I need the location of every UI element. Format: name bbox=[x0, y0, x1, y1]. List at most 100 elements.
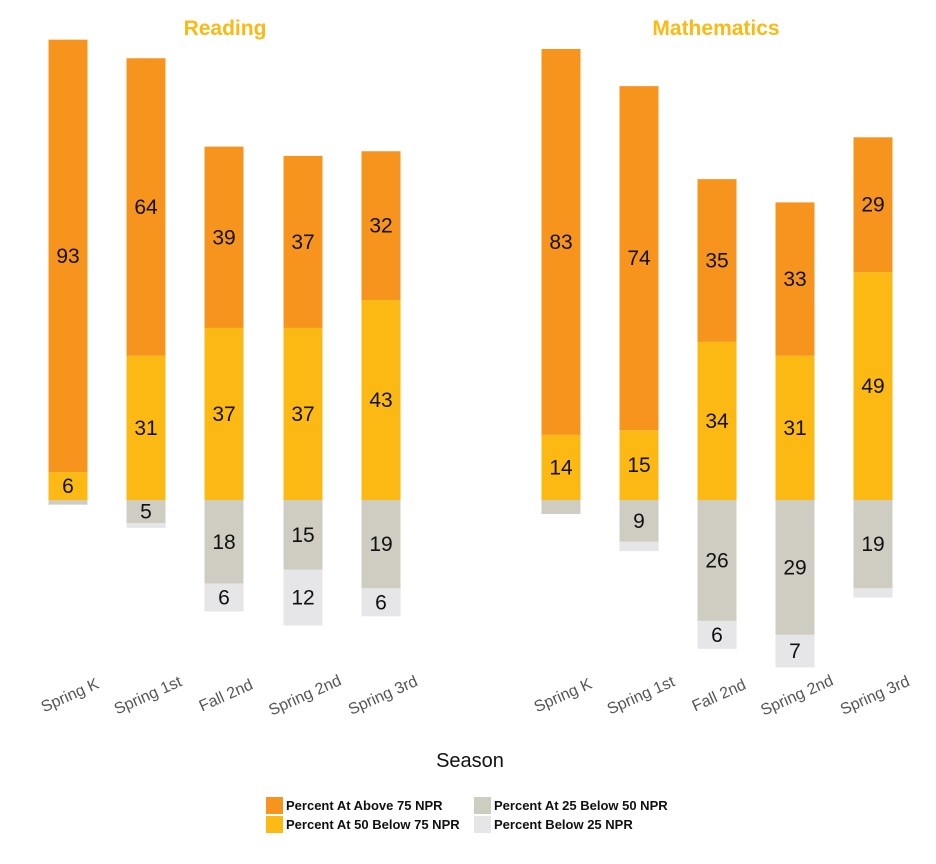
legend-swatch-50-to-75 bbox=[266, 815, 283, 833]
bar-value-label: 32 bbox=[369, 215, 392, 238]
x-tick-label: Fall 2nd bbox=[690, 677, 749, 716]
bar-value-label: 64 bbox=[134, 196, 158, 219]
bar-group: 14 83 bbox=[541, 48, 581, 514]
bar-segment bbox=[126, 58, 166, 356]
bar-value-label: 74 bbox=[627, 247, 651, 270]
legend-item-below-25: Percent Below 25 NPR bbox=[474, 815, 633, 833]
bar-segment bbox=[775, 355, 815, 500]
legend-label-below-25: Percent Below 25 NPR bbox=[494, 816, 633, 832]
legend-item-above-75: Percent At Above 75 NPR bbox=[266, 796, 443, 814]
bar-group: 31 33 29 7 bbox=[775, 202, 815, 668]
legend-label-25-to-50: Percent At 25 Below 50 NPR bbox=[494, 797, 668, 813]
bar-segment bbox=[619, 500, 659, 542]
x-tick-label: Spring 3rd bbox=[838, 673, 912, 719]
bar-value-label: 35 bbox=[705, 250, 728, 273]
bar-segment bbox=[48, 500, 88, 505]
legend-item-50-to-75: Percent At 50 Below 75 NPR bbox=[266, 815, 460, 833]
bar-segment bbox=[541, 48, 581, 435]
legend-label-50-to-75: Percent At 50 Below 75 NPR bbox=[286, 816, 460, 832]
bar-segment bbox=[48, 39, 88, 473]
bar-value-label: 6 bbox=[218, 587, 230, 610]
bar-segment bbox=[126, 500, 166, 524]
legend-swatch-below-25 bbox=[474, 815, 491, 833]
bar-segment bbox=[619, 430, 659, 500]
bar-segment bbox=[853, 588, 893, 598]
x-axis-title: Season bbox=[436, 750, 504, 772]
bar-segment bbox=[126, 523, 166, 528]
bar-value-label: 29 bbox=[861, 194, 884, 217]
panel-title: Reading bbox=[184, 17, 267, 40]
bar-segment bbox=[204, 146, 244, 328]
bar-segment bbox=[697, 341, 737, 500]
bar-segment bbox=[775, 202, 815, 356]
bar-segment bbox=[775, 634, 815, 668]
bar-segment bbox=[775, 500, 815, 635]
x-tick-label: Spring K bbox=[532, 676, 595, 717]
bar-segment bbox=[204, 583, 244, 612]
bar-group: 37 39 18 6 bbox=[204, 146, 244, 612]
bar-value-label: 33 bbox=[783, 268, 806, 291]
bar-value-label: 15 bbox=[291, 524, 314, 547]
bar-value-label: 15 bbox=[627, 454, 650, 477]
legend: Percent At Above 75 NPR Percent At 25 Be… bbox=[266, 796, 706, 836]
bar-value-label: 29 bbox=[783, 556, 806, 579]
bar-value-label: 34 bbox=[705, 410, 729, 433]
bar-value-label: 12 bbox=[291, 587, 314, 610]
legend-item-25-to-50: Percent At 25 Below 50 NPR bbox=[474, 796, 668, 814]
bar-value-label: 49 bbox=[861, 375, 884, 398]
x-tick-label: Spring 1st bbox=[112, 673, 185, 718]
bar-segment bbox=[361, 151, 401, 301]
legend-swatch-above-75 bbox=[266, 796, 283, 814]
bar-value-label: 5 bbox=[140, 501, 152, 524]
bar-group: 31 64 5 bbox=[126, 58, 166, 528]
x-tick-label: Spring 3rd bbox=[346, 673, 420, 719]
bar-segment bbox=[283, 569, 323, 626]
bar-segment bbox=[126, 355, 166, 500]
bar-segment bbox=[283, 500, 323, 570]
bar-segment bbox=[619, 86, 659, 431]
bar-value-label: 18 bbox=[212, 531, 235, 554]
x-tick-label: Spring K bbox=[39, 676, 102, 717]
bar-segment bbox=[361, 300, 401, 500]
bar-group: 6 93 bbox=[48, 39, 88, 505]
bar-value-label: 6 bbox=[375, 591, 387, 614]
bar-value-label: 43 bbox=[369, 389, 392, 412]
bar-segment bbox=[204, 500, 244, 584]
bar-value-label: 19 bbox=[369, 533, 392, 556]
bar-value-label: 37 bbox=[291, 231, 314, 254]
legend-label-above-75: Percent At Above 75 NPR bbox=[286, 797, 443, 813]
bar-group: 15 74 9 bbox=[619, 86, 659, 552]
bar-group: 49 29 19 bbox=[853, 137, 893, 598]
bar-segment bbox=[361, 588, 401, 617]
bar-value-label: 6 bbox=[711, 624, 723, 647]
bar-value-label: 31 bbox=[783, 417, 806, 440]
panels-layer: Reading 6 93 Spring K 31 64 5 Spring 1st 37 39 18 6… bbox=[39, 17, 913, 719]
bar-segment bbox=[697, 620, 737, 649]
bar-segment bbox=[283, 327, 323, 500]
bar-value-label: 19 bbox=[861, 533, 884, 556]
bar-value-label: 83 bbox=[549, 231, 572, 254]
x-tick-label: Spring 2nd bbox=[758, 672, 836, 719]
bar-segment bbox=[204, 327, 244, 500]
bar-group: 37 37 15 12 bbox=[283, 155, 323, 626]
bar-segment bbox=[283, 155, 323, 328]
x-tick-label: Spring 2nd bbox=[266, 672, 344, 719]
bar-value-label: 31 bbox=[134, 417, 157, 440]
bar-segment bbox=[541, 500, 581, 514]
bar-value-label: 6 bbox=[62, 475, 74, 498]
x-tick-label: Spring 1st bbox=[605, 673, 678, 718]
bar-value-label: 9 bbox=[633, 510, 645, 533]
bar-segment bbox=[541, 434, 581, 500]
panel-title: Mathematics bbox=[652, 17, 779, 40]
panel-0: Reading 6 93 Spring K 31 64 5 Spring 1st 37 39 18 6… bbox=[39, 17, 421, 719]
bar-group: 34 35 26 6 bbox=[697, 179, 737, 649]
bar-group: 43 32 19 6 bbox=[361, 151, 401, 617]
bar-value-label: 37 bbox=[212, 403, 235, 426]
bar-segment bbox=[853, 272, 893, 500]
bar-value-label: 7 bbox=[789, 640, 801, 663]
bar-segment bbox=[853, 137, 893, 273]
legend-swatch-25-to-50 bbox=[474, 796, 491, 814]
bar-segment bbox=[48, 472, 88, 500]
